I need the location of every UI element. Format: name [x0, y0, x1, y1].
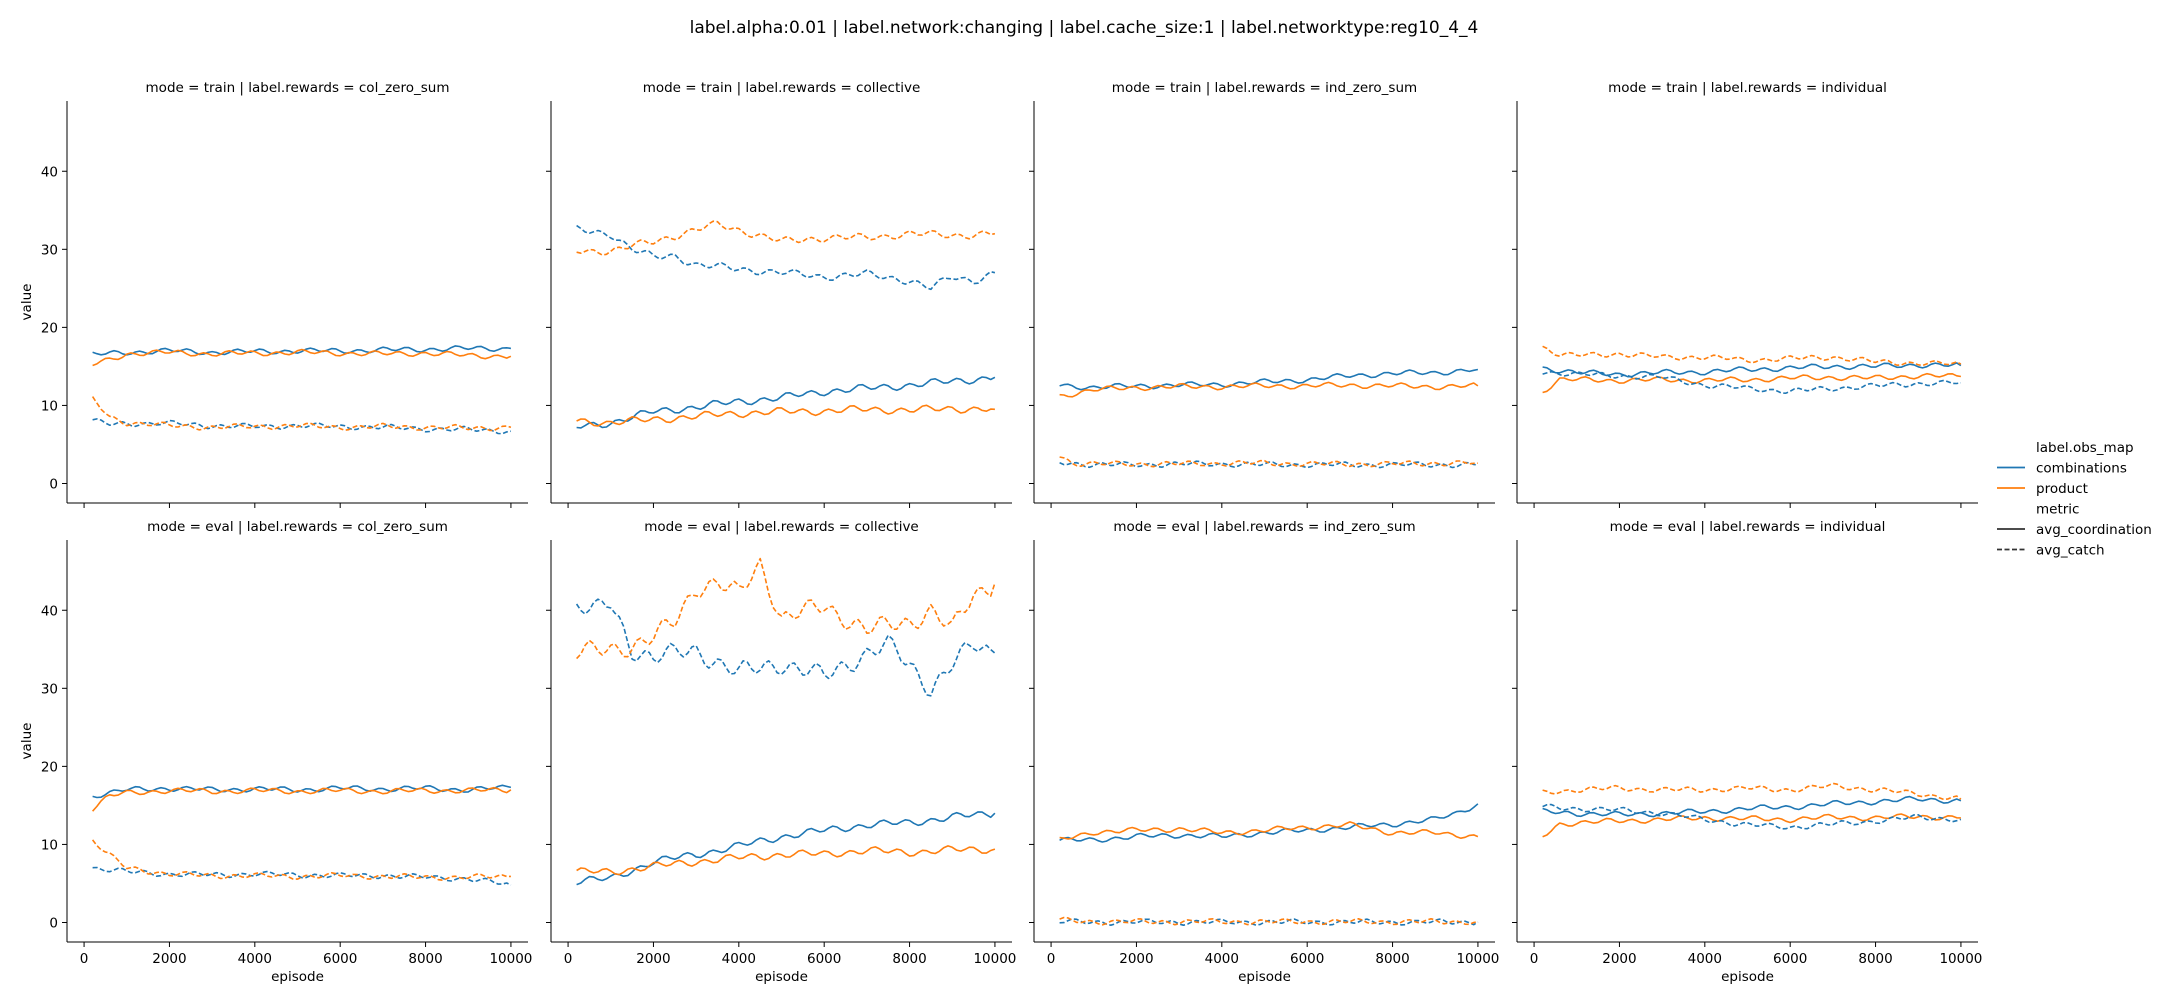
series-line-product-avg-coordination [92, 786, 512, 812]
panel-eval-1: mode = eval | label.rewards = collective… [546, 519, 1016, 985]
x-tick-label: 0 [564, 951, 573, 967]
x-axis-label: episode [271, 969, 324, 985]
y-tick-label: 30 [41, 681, 58, 697]
panels-group: mode = train | label.rewards = col_zero_… [19, 80, 1982, 985]
series-line-combinations-avg-coordination [1542, 795, 1962, 818]
x-tick-label: 2000 [1602, 951, 1636, 967]
legend-style-title: metric [2036, 502, 2079, 518]
series-line-product-avg-catch [91, 396, 512, 432]
x-axis-label: episode [1238, 969, 1291, 985]
panel-title: mode = train | label.rewards = individua… [1608, 80, 1887, 96]
legend: label.obs_map combinations product metric av… [1997, 440, 2152, 559]
x-tick-label: 8000 [1858, 951, 1892, 967]
series-line-combinations-avg-catch [92, 866, 512, 886]
series-line-combinations-avg-catch [92, 418, 512, 435]
panel-train-2: mode = train | label.rewards = ind_zero_… [1029, 80, 1495, 508]
figure-title: label.alpha:0.01 | label.network:changin… [690, 18, 1479, 38]
series-line-combinations-avg-catch [1542, 370, 1962, 394]
series-line-combinations-avg-coordination [576, 376, 996, 429]
series-line-product-avg-catch [1542, 345, 1962, 367]
legend-item-combinations: combinations [2036, 461, 2127, 477]
series-line-combinations-avg-coordination [1059, 803, 1479, 843]
x-tick-label: 10000 [973, 951, 1016, 967]
y-tick-label: 20 [41, 320, 58, 336]
x-tick-label: 0 [1047, 951, 1056, 967]
series-line-combinations-avg-coordination [1059, 368, 1479, 391]
x-tick-label: 10000 [1456, 951, 1499, 967]
x-tick-label: 2000 [1119, 951, 1153, 967]
x-tick-label: 4000 [238, 951, 272, 967]
series-line-product-avg-coordination [1542, 372, 1962, 394]
panel-title: mode = eval | label.rewards = ind_zero_s… [1113, 519, 1415, 535]
y-tick-label: 40 [41, 164, 58, 180]
panel-eval-3: mode = eval | label.rewards = individual… [1512, 519, 1982, 985]
x-tick-label: 6000 [323, 951, 357, 967]
x-tick-label: 4000 [722, 951, 756, 967]
panel-title: mode = train | label.rewards = col_zero_… [146, 80, 450, 96]
series-line-product-avg-coordination [92, 348, 512, 367]
y-tick-label: 0 [49, 476, 58, 492]
panel-title: mode = eval | label.rewards = col_zero_s… [147, 519, 448, 535]
y-tick-label: 10 [41, 398, 58, 414]
x-tick-label: 2000 [152, 951, 186, 967]
y-axis-label: value [19, 284, 35, 321]
series-line-combinations-avg-coordination [1542, 362, 1962, 378]
x-tick-label: 6000 [807, 951, 841, 967]
x-tick-label: 6000 [1290, 951, 1324, 967]
series-line-product-avg-coordination [1059, 381, 1479, 398]
legend-hue-title: label.obs_map [2036, 440, 2134, 456]
x-tick-label: 10000 [1939, 951, 1982, 967]
series-line-product-avg-coordination [576, 845, 996, 876]
legend-item-avg-catch: avg_catch [2036, 543, 2105, 559]
x-axis-label: episode [1721, 969, 1774, 985]
panel-train-3: mode = train | label.rewards = individua… [1512, 80, 1978, 508]
x-tick-label: 4000 [1205, 951, 1239, 967]
series-line-combinations-avg-catch [1542, 803, 1962, 830]
y-tick-label: 0 [49, 915, 58, 931]
legend-item-product: product [2036, 481, 2088, 497]
y-tick-label: 30 [41, 242, 58, 258]
series-line-combinations-avg-catch [576, 224, 996, 291]
series-line-product-avg-catch [91, 839, 511, 881]
x-tick-label: 2000 [636, 951, 670, 967]
y-tick-label: 10 [41, 837, 58, 853]
series-line-combinations-avg-coordination [576, 811, 996, 886]
x-tick-label: 8000 [892, 951, 926, 967]
panel-title: mode = train | label.rewards = collectiv… [643, 80, 921, 96]
y-tick-label: 20 [41, 759, 58, 775]
x-tick-label: 0 [1530, 951, 1539, 967]
series-line-combinations-avg-catch [575, 598, 996, 697]
series-line-combinations-avg-coordination [92, 345, 512, 356]
y-axis-label: value [19, 723, 35, 760]
x-tick-label: 6000 [1773, 951, 1807, 967]
panel-eval-0: mode = eval | label.rewards = col_zero_s… [19, 519, 532, 985]
series-line-product-avg-coordination [1059, 821, 1479, 840]
series-line-product-avg-catch [1059, 916, 1479, 926]
x-tick-label: 0 [80, 951, 89, 967]
panel-train-1: mode = train | label.rewards = collectiv… [546, 80, 1012, 508]
y-tick-label: 40 [41, 603, 58, 619]
panel-train-0: mode = train | label.rewards = col_zero_… [19, 80, 528, 508]
panel-title: mode = train | label.rewards = ind_zero_… [1112, 80, 1417, 96]
x-tick-label: 4000 [1688, 951, 1722, 967]
series-line-product-avg-catch [1542, 782, 1962, 801]
series-line-product-avg-catch [576, 557, 996, 660]
x-tick-label: 8000 [408, 951, 442, 967]
series-line-product-avg-catch [1059, 456, 1478, 468]
panel-eval-2: mode = eval | label.rewards = ind_zero_s… [1029, 519, 1499, 985]
series-line-product-avg-coordination [576, 404, 995, 427]
x-tick-label: 8000 [1375, 951, 1409, 967]
x-tick-label: 10000 [489, 951, 532, 967]
panel-title: mode = eval | label.rewards = individual [1610, 519, 1886, 535]
legend-item-avg-coordination: avg_coordination [2036, 522, 2152, 538]
x-axis-label: episode [755, 969, 808, 985]
series-line-product-avg-catch [576, 220, 996, 256]
series-line-combinations-avg-catch [1059, 918, 1479, 926]
panel-title: mode = eval | label.rewards = collective [644, 519, 919, 535]
